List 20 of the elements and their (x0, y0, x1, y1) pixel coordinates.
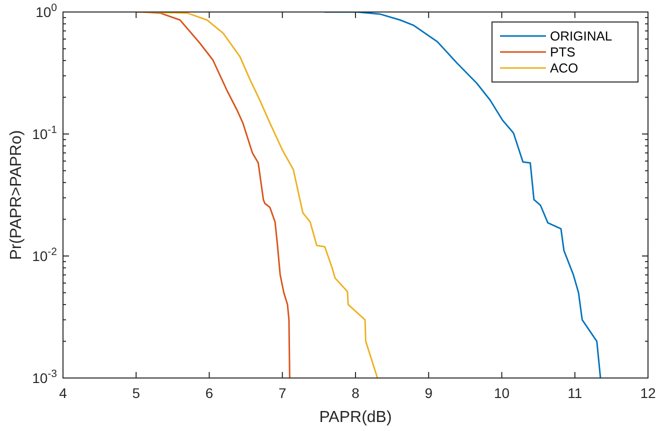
line-series (142, 12, 378, 378)
x-tick-label: 8 (352, 385, 360, 401)
legend-label: ORIGINAL (550, 28, 612, 44)
x-tick-label: 4 (59, 385, 68, 401)
y-tick-label: 10$^{-3}$ (32, 368, 58, 386)
x-tick-label: 10 (494, 385, 510, 401)
y-tick-label: 10$^{-2}$ (32, 246, 58, 264)
x-tick-label: 11 (568, 385, 582, 401)
x-tick-label: 5 (132, 385, 140, 401)
line-series (135, 12, 290, 378)
x-tick-label: 12 (640, 385, 656, 401)
legend-label: PTS (550, 44, 576, 60)
y-tick-label: 10$^{-1}$ (32, 124, 58, 142)
x-tick-label: 9 (424, 385, 433, 401)
legend-label: ACO (550, 60, 578, 76)
x-axis-title: PAPR(dB) (319, 409, 392, 426)
x-tick-label: 7 (278, 385, 286, 401)
x-tick-label: 6 (205, 385, 214, 401)
y-axis-title: Pr(PAPR>PAPRo) (8, 130, 25, 260)
y-tick-label: 10$^{0}$ (36, 2, 58, 20)
